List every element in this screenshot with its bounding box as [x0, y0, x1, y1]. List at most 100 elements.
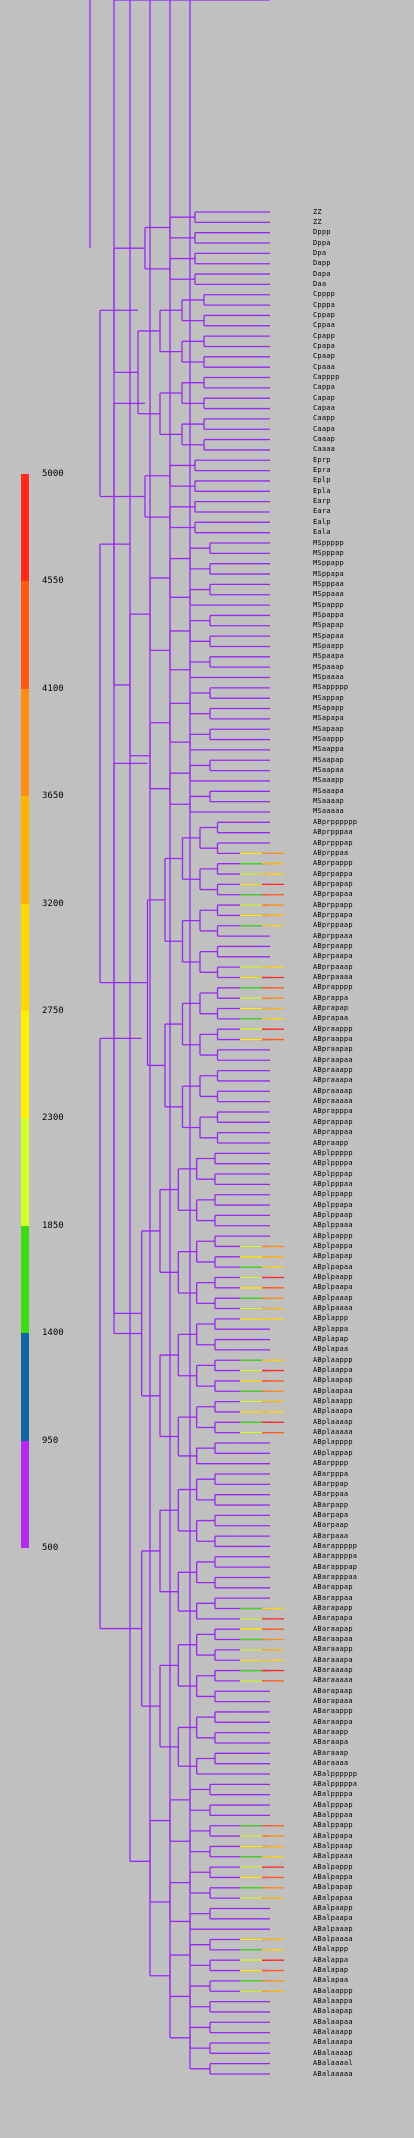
- leaf-label: ABplppaap: [313, 1210, 353, 1219]
- leaf-label: Epla: [313, 486, 331, 495]
- leaf-label: MSpaaaa: [313, 673, 344, 681]
- leaf-label: ABarpaap: [313, 1521, 349, 1530]
- leaf-label: ABprappa: [313, 993, 349, 1002]
- leaf-label: ABprapppa: [313, 1107, 353, 1116]
- leaf-label: ABplaappp: [313, 1355, 353, 1364]
- leaf-label: ABpraapaa: [313, 1055, 353, 1064]
- leaf-label: Caapa: [313, 424, 336, 433]
- leaf-label: Caapp: [313, 414, 336, 423]
- leaf-label: ABprappaa: [313, 1128, 353, 1137]
- leaf-label: MSpaaap: [313, 662, 344, 671]
- leaf-label: ABplaaapa: [313, 1407, 353, 1416]
- leaf-label: MSaappa: [313, 745, 344, 754]
- leaf-label: MSpppap: [313, 548, 344, 557]
- leaf-label: Cppaa: [313, 321, 336, 330]
- leaf-label: MSppapa: [313, 569, 344, 578]
- leaf-label: ABprpppaa: [313, 828, 353, 837]
- leaf-label: ABpraapp: [313, 1138, 349, 1147]
- leaf-label: ABarpppp: [313, 1459, 349, 1468]
- leaf-label: ABalaaaap: [313, 2048, 353, 2057]
- leaf-label: Cpaap: [313, 352, 336, 361]
- leaf-label: ABarpapp: [313, 1500, 349, 1509]
- leaf-label: MSpaapa: [313, 652, 344, 661]
- leaf-label: Cppap: [313, 310, 336, 319]
- leaf-label: ABplaapap: [313, 1376, 353, 1385]
- leaf-label: Capaa: [313, 404, 336, 413]
- leaf-label: ABaraaaap: [313, 1666, 353, 1675]
- legend-tick-label: 4100: [42, 683, 64, 694]
- leaf-label: MSaaaap: [313, 797, 344, 806]
- leaf-label: ABpraapap: [313, 1045, 353, 1054]
- legend-color-segment: [21, 581, 29, 690]
- leaf-label: ABaraappa: [313, 1717, 353, 1726]
- leaf-label: ABalaaaaa: [313, 2069, 353, 2078]
- leaf-label: ABalappp: [313, 1945, 349, 1954]
- leaf-label: Dppp: [313, 228, 331, 237]
- leaf-label: ABplaaaap: [313, 1417, 353, 1426]
- leaf-label: ABaraapa: [313, 1738, 349, 1747]
- leaf-label: Caaaa: [313, 445, 336, 454]
- leaf-label: ABalpappa: [313, 1872, 353, 1881]
- leaf-label: ABalpapaa: [313, 1893, 353, 1902]
- leaf-label: ABprpaaap: [313, 962, 353, 971]
- leaf-label: MSpappp: [313, 600, 344, 609]
- leaf-label: ABplpaaap: [313, 1293, 353, 1302]
- leaf-label: ABprapap: [313, 1004, 349, 1013]
- leaf-label: ABplppapa: [313, 1200, 353, 1209]
- leaf-label: ABaraaapp: [313, 1645, 353, 1654]
- legend-color-segment: [21, 1333, 29, 1442]
- leaf-label: ABplppppp: [313, 1148, 353, 1157]
- leaf-label: ABalaappp: [313, 1986, 353, 1995]
- leaf-label: ABarappaa: [313, 1593, 353, 1602]
- leaf-label: ABplppapp: [313, 1190, 353, 1199]
- leaf-label: ABplappap: [313, 1448, 353, 1457]
- leaf-label: ABprpaapp: [313, 941, 353, 950]
- leaf-label: ABarappppa: [313, 1552, 358, 1561]
- leaf-label: Eplp: [313, 476, 331, 485]
- leaf-label: ABplapppp: [313, 1438, 353, 1447]
- leaf-label: ABalppaaa: [313, 1852, 353, 1861]
- leaf-label: ABaraaaaa: [313, 1676, 353, 1685]
- leaf-label: ABarpapa: [313, 1510, 349, 1519]
- leaf-label: MSpppaa: [313, 579, 344, 588]
- legend-tick-label: 2750: [42, 1006, 64, 1016]
- leaf-label: Capppp: [313, 373, 340, 381]
- leaf-label: Eara: [313, 507, 331, 516]
- leaf-label: ABalpppppa: [313, 1779, 358, 1788]
- legend-color-segment: [21, 474, 29, 582]
- legend-tick-label: 3650: [42, 791, 64, 802]
- leaf-label: ABplpappp: [313, 1231, 353, 1240]
- leaf-label: ABaraapp: [313, 1728, 349, 1737]
- leaf-label: ABarapaap: [313, 1686, 353, 1695]
- legend-tick-label: 2300: [42, 1113, 64, 1124]
- leaf-label: Caaap: [313, 435, 336, 444]
- leaf-label: ABalppppa: [313, 1790, 353, 1799]
- leaf-label: ABprppapa: [313, 910, 353, 919]
- leaf-label: Cpapp: [313, 331, 336, 340]
- leaf-label: ABplapap: [313, 1335, 349, 1344]
- leaf-label: ABplpapap: [313, 1252, 353, 1261]
- leaf-label: Cpapa: [313, 341, 336, 350]
- leaf-label: ABpraaaap: [313, 1086, 353, 1095]
- legend-tick-label: 3200: [42, 898, 64, 909]
- leaf-label: Dapa: [313, 269, 331, 278]
- leaf-label: MSaaapp: [313, 776, 344, 785]
- legend-tick-label: 500: [42, 1543, 59, 1553]
- legend-tick-label: 1850: [42, 1220, 64, 1231]
- leaf-label: MSapapp: [313, 704, 344, 713]
- leaf-label: ABplpapaa: [313, 1262, 353, 1271]
- leaf-label: ABarpaaa: [313, 1531, 349, 1540]
- leaf-label: ABalppaap: [313, 1841, 353, 1850]
- leaf-label: ABplapaa: [313, 1345, 349, 1354]
- leaf-label: ABarpppa: [313, 1469, 349, 1478]
- leaf-label: ABpraaapp: [313, 1066, 353, 1075]
- legend-tick-label: 5000: [42, 469, 64, 479]
- leaf-label: MSaaapa: [313, 786, 344, 795]
- leaf-label: ABprappap: [313, 1117, 353, 1126]
- leaf-label: ABarapapp: [313, 1604, 353, 1612]
- leaf-label: Epra: [313, 466, 331, 475]
- leaf-label: ABplpppaa: [313, 1179, 353, 1188]
- leaf-label: MSaapaa: [313, 766, 344, 775]
- leaf-label: ABarppap: [313, 1479, 349, 1488]
- leaf-label: MSaappp: [313, 735, 344, 744]
